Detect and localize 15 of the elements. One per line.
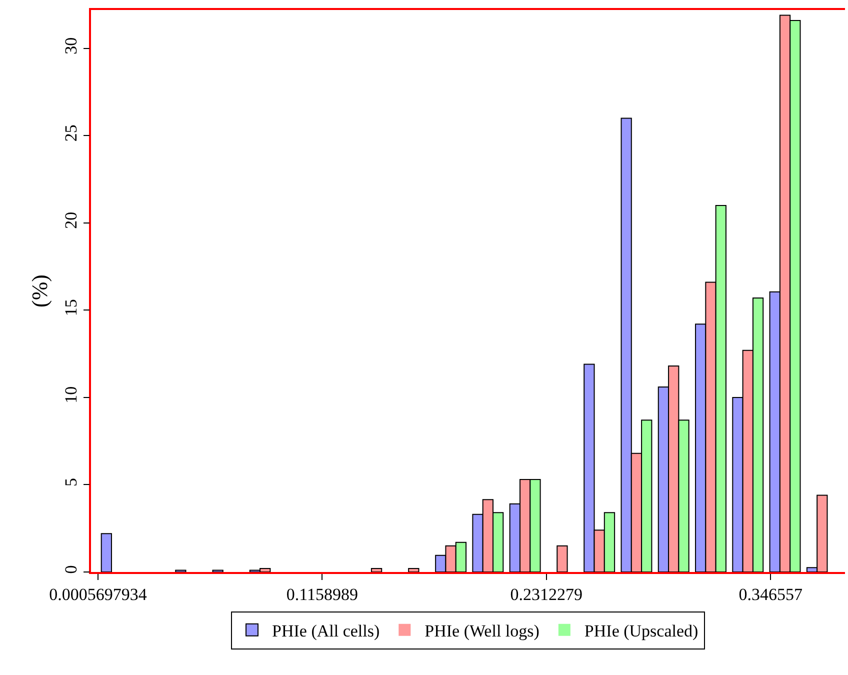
x-tick-label: 0.1158989	[286, 585, 358, 604]
x-tick-label: 0.0005697934	[49, 585, 148, 604]
y-tick-label: 0	[61, 565, 80, 574]
x-tick-label: 0.2312279	[510, 585, 583, 604]
legend-label: PHIe (All cells)	[272, 622, 380, 641]
y-tick-label: 25	[61, 124, 80, 142]
legend-label: PHIe (Upscaled)	[584, 622, 698, 641]
x-tick-label: 0.346557	[738, 585, 804, 604]
y-axis-title: (%)	[26, 274, 52, 308]
y-tick-label: 15	[61, 299, 80, 316]
y-tick-label: 10	[61, 386, 80, 404]
y-tick-label: 30	[61, 37, 80, 54]
y-tick-label: 5	[61, 478, 80, 486]
legend-label: PHIe (Well logs)	[424, 622, 540, 641]
y-tick-label: 20	[61, 212, 80, 229]
